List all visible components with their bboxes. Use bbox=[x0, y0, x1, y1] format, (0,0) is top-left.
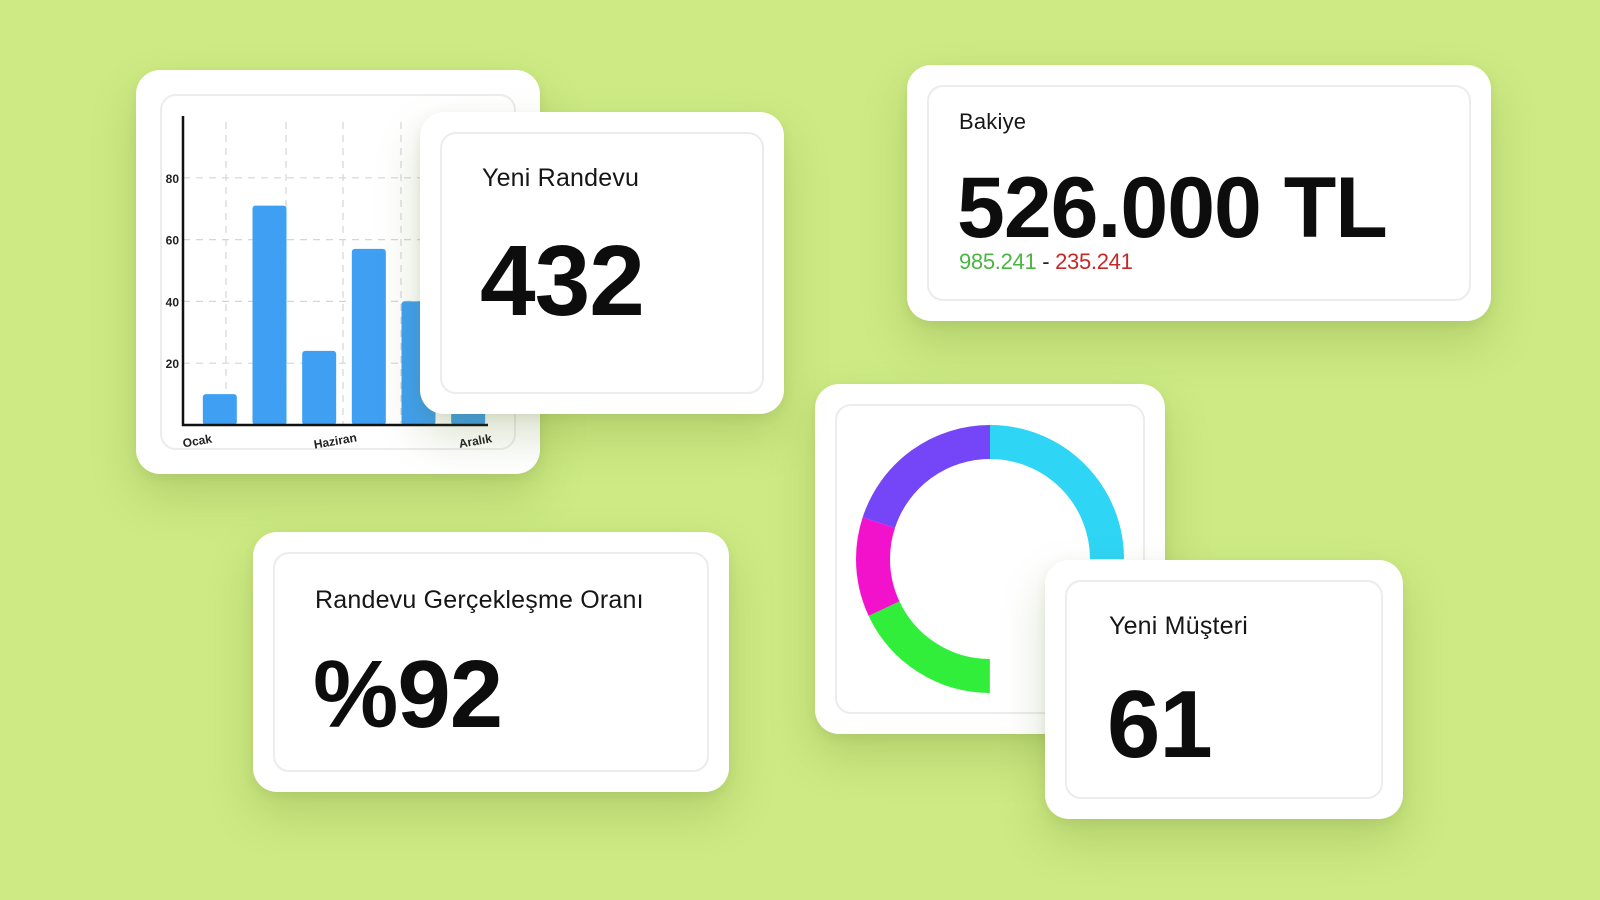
new-appointment-value: 432 bbox=[480, 225, 645, 337]
balance-label: Bakiye bbox=[959, 109, 1027, 134]
completion-rate-value: %92 bbox=[313, 641, 503, 748]
balance-breakdown: 985.241 - 235.241 bbox=[959, 249, 1133, 275]
bar bbox=[302, 350, 337, 425]
donut-segment bbox=[856, 425, 1124, 693]
new-customer-card: Yeni Müşteri 61 bbox=[1045, 560, 1403, 819]
new-customer-label: Yeni Müşteri bbox=[1109, 612, 1249, 640]
balance-income: 985.241 bbox=[959, 249, 1037, 274]
balance-value: 526.000 TL bbox=[957, 160, 1388, 256]
new-appointment-frame bbox=[440, 132, 764, 394]
bar-y-tick-label: 20 bbox=[166, 357, 180, 371]
new-customer-value: 61 bbox=[1107, 671, 1213, 778]
bar-y-tick-label: 80 bbox=[166, 172, 180, 186]
balance-separator: - bbox=[1036, 249, 1056, 274]
bar-y-tick-label: 40 bbox=[166, 295, 180, 309]
bar bbox=[252, 205, 287, 425]
balance-frame bbox=[927, 85, 1471, 301]
bar-x-tick-label: Haziran bbox=[313, 430, 358, 451]
new-customer-frame bbox=[1065, 580, 1383, 799]
completion-rate-label: Randevu Gerçekleşme Oranı bbox=[315, 586, 644, 614]
balance-expense: 235.241 bbox=[1055, 249, 1133, 274]
new-appointment-label: Yeni Randevu bbox=[482, 164, 640, 192]
bar bbox=[202, 394, 237, 425]
donut-chart bbox=[856, 425, 1124, 693]
completion-rate-card: Randevu Gerçekleşme Oranı %92 bbox=[253, 532, 729, 792]
bar bbox=[351, 248, 386, 425]
donut-segment bbox=[856, 425, 1124, 693]
bar-y-tick-label: 60 bbox=[166, 234, 180, 248]
new-appointment-card: Yeni Randevu 432 bbox=[420, 112, 784, 414]
completion-rate-frame bbox=[273, 552, 709, 772]
bar-x-tick-label: Aralık bbox=[458, 431, 494, 451]
balance-card: Bakiye 526.000 TL 985.241 - 235.241 bbox=[907, 65, 1491, 321]
bar-x-tick-label: Ocak bbox=[182, 432, 214, 451]
